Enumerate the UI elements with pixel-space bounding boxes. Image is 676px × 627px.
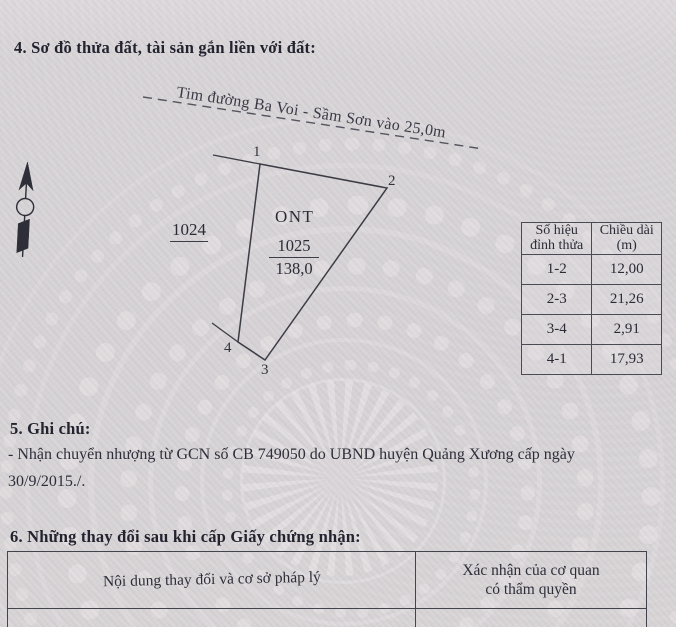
header-edge: Số hiệu đỉnh thửa [520, 222, 593, 255]
edge-cell: 4-1 [520, 344, 593, 375]
section5-note-line1: - Nhận chuyển nhượng từ GCN số CB 749050… [8, 446, 575, 463]
edge-cell: 2-3 [520, 284, 593, 315]
vertex-label-2: 2 [388, 173, 396, 189]
length-cell: 2,91 [591, 314, 662, 345]
header-length-line2: (m) [616, 237, 637, 253]
table-row: 1-2 12,00 [520, 254, 662, 285]
edge-cell: 1-2 [520, 254, 593, 285]
section6-title: 6. Những thay đổi sau khi cấp Giấy chứng… [10, 527, 361, 546]
vertex-label-1: 1 [253, 144, 261, 160]
edge-cell: 3-4 [520, 314, 593, 345]
land-use-code: ONT [275, 207, 315, 226]
header-length-line1: Chiều dài [599, 222, 654, 238]
north-arrow: B [15, 161, 35, 257]
changes-content-header: Nội dung thay đổi và cơ sở pháp lý [102, 569, 321, 591]
changes-content-header-cell: Nội dung thay đổi và cơ sở pháp lý [8, 552, 416, 608]
parcel-number: 1025 [269, 236, 319, 258]
north-arrow-feather [16, 218, 30, 254]
table-row: 2-3 21,26 [520, 284, 662, 315]
length-cell: 21,26 [591, 284, 662, 315]
table-row: 4-1 17,93 [520, 344, 662, 375]
changes-table: Nội dung thay đổi và cơ sở pháp lý Xác n… [7, 551, 647, 627]
section4-title: 4. Sơ đồ thửa đất, tài sản gắn liền với … [14, 38, 316, 57]
north-arrow-head [18, 161, 34, 192]
parcel-number-area: 1025 138,0 [269, 236, 319, 279]
parcel-area: 138,0 [275, 259, 313, 278]
changes-table-header-row: Nội dung thay đổi và cơ sở pháp lý Xác n… [8, 552, 646, 609]
dimension-table-header-row: Số hiệu đỉnh thửa Chiều dài (m) [520, 222, 662, 255]
table-row: 3-4 2,91 [520, 314, 662, 345]
changes-content-empty-cell [8, 609, 416, 627]
authority-header-line2: có thẩm quyền [485, 581, 577, 598]
length-cell: 12,00 [591, 254, 662, 285]
north-circle [15, 197, 35, 217]
authority-confirmation-empty-cell [416, 609, 646, 627]
dimension-table: Số hiệu đỉnh thửa Chiều dài (m) 1-2 12,0… [520, 222, 662, 375]
adjacent-parcel-number: 1024 [170, 220, 208, 242]
header-edge-line2: đỉnh thửa [530, 237, 584, 253]
section5-note-line2: 30/9/2015./. [8, 473, 86, 490]
section5-title: 5. Ghi chú: [10, 419, 91, 438]
north-arrow-shaft [21, 215, 26, 257]
authority-confirmation-header-cell: Xác nhận của cơ quan có thẩm quyền [416, 552, 646, 608]
authority-header-line1: Xác nhận của cơ quan [462, 561, 600, 579]
header-length: Chiều dài (m) [591, 222, 662, 255]
changes-table-empty-row [8, 609, 646, 627]
length-cell: 17,93 [591, 344, 662, 375]
header-edge-line1: Số hiệu [535, 222, 578, 238]
vertex-label-4: 4 [224, 340, 232, 356]
north-arrow-shaft [24, 183, 28, 199]
vertex-label-3: 3 [261, 362, 269, 378]
road-centerline-label: Tim đường Ba Voi - Sầm Sơn vào 25,0m [175, 84, 448, 142]
